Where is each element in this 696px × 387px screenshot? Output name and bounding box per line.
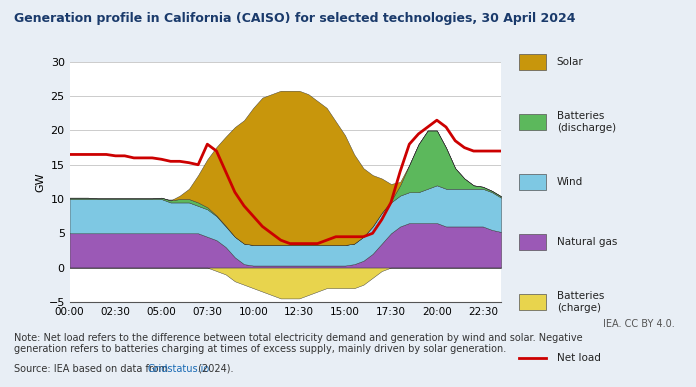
Text: Batteries
(discharge): Batteries (discharge): [557, 111, 616, 133]
Text: Generation profile in California (CAISO) for selected technologies, 30 April 202: Generation profile in California (CAISO)…: [14, 12, 576, 25]
Y-axis label: GW: GW: [35, 172, 45, 192]
Text: Source: IEA based on data from: Source: IEA based on data from: [14, 364, 171, 374]
Text: Note: Net load refers to the difference between total electricity demand and gen: Note: Net load refers to the difference …: [14, 333, 583, 354]
Text: (2024).: (2024).: [195, 364, 233, 374]
Text: Natural gas: Natural gas: [557, 237, 617, 247]
Text: Batteries
(charge): Batteries (charge): [557, 291, 604, 313]
Text: Net load: Net load: [557, 353, 601, 363]
Text: Wind: Wind: [557, 177, 583, 187]
Text: IEA. CC BY 4.0.: IEA. CC BY 4.0.: [603, 319, 675, 329]
Text: Gridstatus.io: Gridstatus.io: [148, 364, 209, 374]
Text: Solar: Solar: [557, 57, 583, 67]
